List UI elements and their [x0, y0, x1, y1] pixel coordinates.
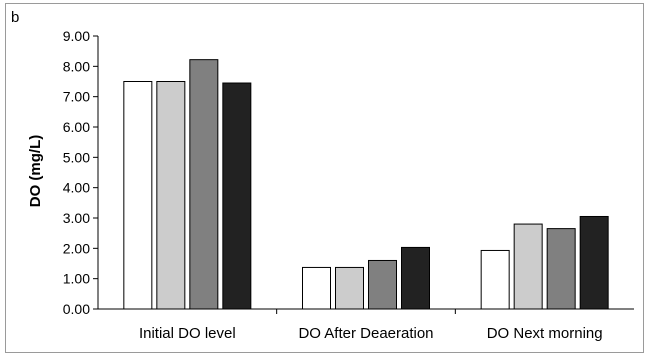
- y-tick-label: 2.00: [63, 240, 90, 256]
- y-axis-title: DO (mg/L): [27, 135, 44, 208]
- y-tick-label: 5.00: [63, 149, 90, 165]
- bar: [302, 266, 331, 310]
- bar: [368, 259, 397, 310]
- bar: [480, 249, 510, 310]
- y-tick-label: 9.00: [63, 28, 90, 44]
- bars: [123, 59, 609, 310]
- y-axis-ticks: 0.00 1.00 2.00 3.00 4.00 5.00 6.00 7.00 8.00 9.00: [63, 28, 98, 317]
- bar: [123, 81, 153, 310]
- y-tick-label: 3.00: [63, 210, 90, 226]
- x-category-label: DO Next morning: [487, 325, 603, 342]
- bar: [222, 82, 252, 310]
- bar: [156, 81, 186, 310]
- bar: [335, 266, 364, 310]
- x-category-label: DO After Deaeration: [298, 325, 433, 342]
- x-category-label: Initial DO level: [139, 325, 236, 342]
- bar: [546, 228, 576, 310]
- bar: [401, 246, 430, 310]
- y-tick-label: 0.00: [63, 301, 90, 317]
- axes: [97, 36, 634, 314]
- bar: [579, 215, 609, 310]
- y-tick-label: 6.00: [63, 119, 90, 135]
- y-tick-label: 4.00: [63, 180, 90, 196]
- bar: [189, 59, 219, 310]
- y-tick-label: 1.00: [63, 271, 90, 287]
- y-tick-label: 7.00: [63, 89, 90, 105]
- x-axis-categories: Initial DO level DO After Deaeration DO Ne…: [139, 325, 603, 342]
- y-tick-label: 8.00: [63, 58, 90, 74]
- bar: [513, 223, 543, 310]
- panel-label: b: [11, 9, 20, 26]
